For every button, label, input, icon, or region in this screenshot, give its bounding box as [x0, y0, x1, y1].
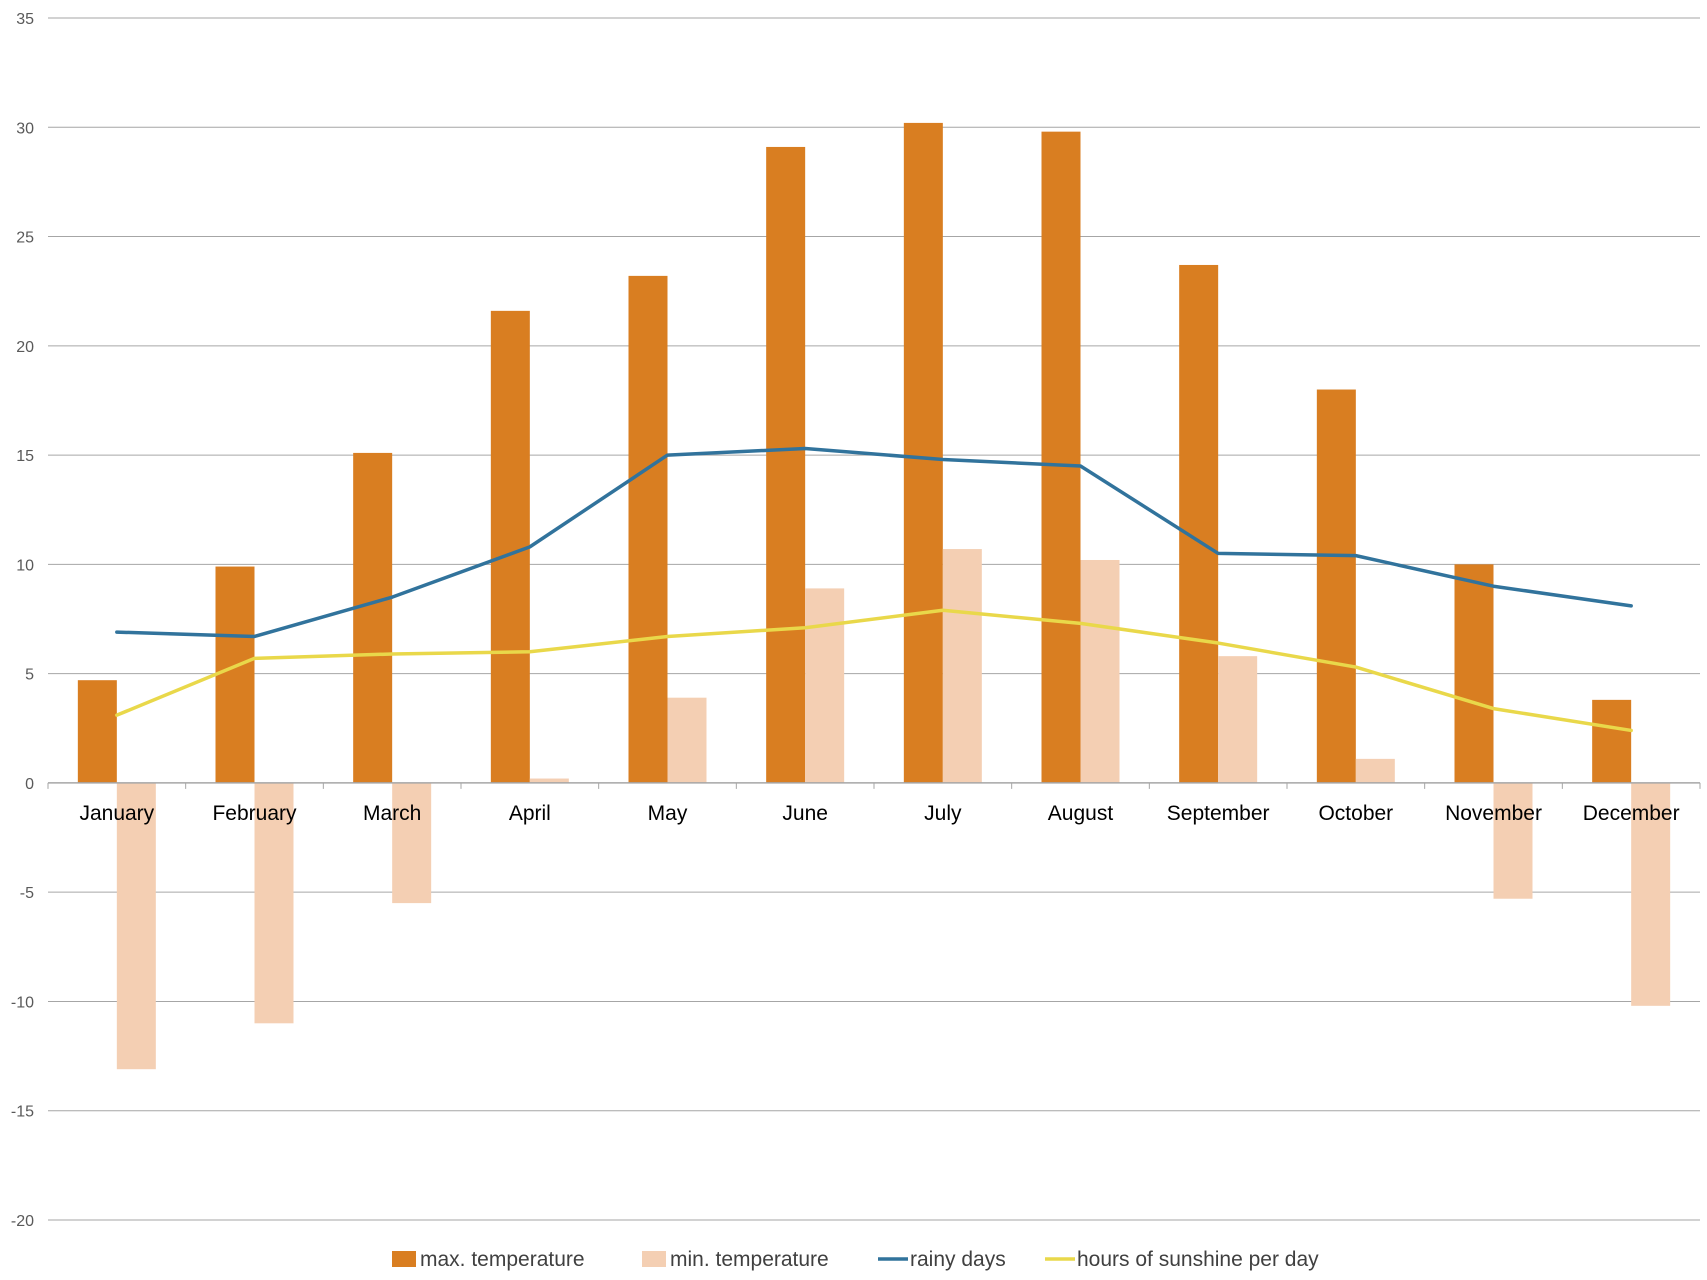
- min-temperature-bar: [805, 588, 845, 783]
- max-temperature-bar: [628, 275, 668, 783]
- legend-label: max. temperature: [420, 1248, 585, 1271]
- y-tick-label: -20: [11, 1213, 34, 1230]
- x-category-label: May: [648, 802, 688, 825]
- legend-label: hours of sunshine per day: [1077, 1248, 1319, 1271]
- min-temperature-bar: [529, 778, 569, 783]
- x-category-label: September: [1167, 802, 1270, 825]
- y-tick-label: 10: [16, 557, 34, 574]
- y-tick-label: 25: [16, 230, 34, 247]
- x-axis-category-labels: January February March April May June July Augu…: [79, 802, 1679, 825]
- x-category-label: August: [1048, 802, 1114, 825]
- y-tick-label: 35: [16, 11, 34, 28]
- legend-swatch: [392, 1251, 416, 1267]
- min-temperature-bar: [667, 697, 707, 783]
- min-temperature-bar: [1355, 758, 1395, 783]
- legend-swatch: [642, 1251, 666, 1267]
- y-tick-label: -15: [11, 1104, 34, 1121]
- min-temperature-bar: [1080, 559, 1120, 783]
- x-category-label: January: [79, 802, 154, 825]
- min-temperature-bar: [1218, 656, 1258, 783]
- x-axis: [47, 782, 1701, 789]
- x-category-label: March: [363, 802, 421, 825]
- max-temperature-bar: [490, 310, 530, 783]
- legend: max. temperature min. temperature rainy da…: [392, 1248, 1319, 1271]
- x-category-label: April: [509, 802, 551, 825]
- x-category-label: July: [924, 802, 962, 825]
- y-tick-label: -5: [20, 885, 34, 902]
- line-series: [115, 446, 1633, 733]
- legend-label: min. temperature: [670, 1248, 829, 1271]
- max-temperature-bar: [353, 452, 393, 783]
- min-temperature-bar: [116, 782, 156, 1070]
- x-category-label: February: [212, 802, 297, 825]
- bar-series: [77, 122, 1671, 1070]
- max-temperature-bar: [1592, 699, 1632, 783]
- x-category-label: June: [782, 802, 828, 825]
- min-temperature-bar: [1493, 782, 1533, 899]
- y-tick-label: 0: [25, 776, 34, 793]
- min-temperature-bar: [254, 782, 294, 1024]
- rainy-days-line: [115, 446, 1633, 639]
- min-temperature-bar: [942, 549, 982, 783]
- min-temperature-bar: [392, 782, 432, 904]
- max-temperature-bar: [766, 146, 806, 783]
- y-tick-label: -10: [11, 994, 34, 1011]
- y-tick-label: 20: [16, 339, 34, 356]
- max-temperature-bar: [215, 566, 255, 783]
- x-category-label: November: [1445, 802, 1542, 825]
- y-axis-tick-labels: 35 30 25 20 15 10 5 0 -5 -10 -15 -20: [11, 11, 34, 1230]
- min-temperature-bar: [1631, 782, 1671, 1006]
- max-temperature-bar: [1454, 564, 1494, 783]
- max-temperature-bar: [77, 680, 117, 783]
- max-temperature-bar: [1041, 131, 1081, 783]
- y-tick-label: 5: [25, 667, 34, 684]
- y-tick-label: 30: [16, 120, 34, 137]
- x-category-label: December: [1583, 802, 1680, 825]
- y-tick-label: 15: [16, 448, 34, 465]
- max-temperature-bar: [903, 122, 943, 783]
- max-temperature-bar: [1179, 264, 1219, 783]
- x-category-label: October: [1318, 802, 1393, 825]
- max-temperature-bar: [1316, 389, 1356, 783]
- legend-label: rainy days: [910, 1248, 1006, 1271]
- sunshine-hours-line: [115, 608, 1633, 733]
